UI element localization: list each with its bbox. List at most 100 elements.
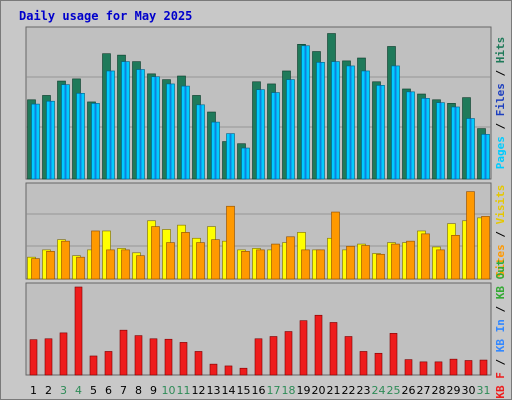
day-label: 18 <box>282 384 296 397</box>
kb-bar <box>434 361 443 376</box>
day-label: 4 <box>75 384 82 397</box>
kb-bar <box>344 336 353 376</box>
day-label: 28 <box>432 384 446 397</box>
kb-bar <box>59 332 68 376</box>
kb-bar <box>224 365 233 376</box>
kb-bar <box>464 360 473 376</box>
middle-legend-item: / <box>494 224 507 244</box>
sites-bar <box>451 235 460 280</box>
chart-title: Daily usage for May 2025 <box>19 9 193 23</box>
kb-bar <box>44 338 53 376</box>
middle-legend-item: Sites <box>494 244 507 277</box>
pages-bar <box>424 98 427 179</box>
kb-bar <box>164 338 173 376</box>
sites-bar <box>46 251 55 280</box>
day-label: 27 <box>417 384 431 397</box>
pages-bar <box>139 69 142 179</box>
top-legend-item: Pages <box>494 136 507 169</box>
pages-bar <box>484 134 487 179</box>
kb-bar <box>284 331 293 376</box>
bottom-legend-item: KB F <box>494 372 507 399</box>
top-legend-item: / <box>494 63 507 83</box>
day-label: 12 <box>192 384 206 397</box>
sites-bar <box>136 255 145 280</box>
kb-bar <box>299 320 308 376</box>
day-label: 1 <box>30 384 37 397</box>
day-label: 29 <box>447 384 461 397</box>
sites-bar <box>406 240 415 280</box>
sites-bar <box>31 258 40 280</box>
kb-bar <box>419 361 428 376</box>
pages-bar <box>439 102 442 179</box>
sites-bar <box>376 253 385 280</box>
pages-bar <box>49 101 52 179</box>
sites-bar <box>391 243 400 280</box>
pages-bar <box>184 86 187 179</box>
pages-bar <box>394 65 397 179</box>
pages-bar <box>469 118 472 179</box>
pages-bar <box>79 93 82 179</box>
day-label: 31 <box>477 384 491 397</box>
day-label: 3 <box>60 384 67 397</box>
sites-bar <box>151 226 160 280</box>
sites-bar <box>316 249 325 280</box>
kb-bar <box>104 351 113 376</box>
kb-bar <box>209 363 218 376</box>
kb-bar <box>404 359 413 376</box>
day-label: 10 <box>162 384 176 397</box>
sites-bar <box>121 249 130 280</box>
kb-bar <box>239 367 248 376</box>
day-label: 15 <box>237 384 251 397</box>
day-label: 23 <box>357 384 371 397</box>
kb-bar <box>29 339 38 376</box>
sites-bar <box>331 211 340 280</box>
top-legend-item: Files <box>494 83 507 116</box>
day-label: 20 <box>312 384 326 397</box>
kb-bar <box>194 351 203 376</box>
day-label: 17 <box>267 384 281 397</box>
pages-bar <box>154 76 157 179</box>
pages-bar <box>64 84 67 179</box>
day-label: 21 <box>327 384 341 397</box>
day-label: 5 <box>90 384 97 397</box>
sites-bar <box>346 245 355 280</box>
kb-bar <box>479 359 488 376</box>
kb-bar <box>374 352 383 376</box>
pages-bar <box>214 122 217 179</box>
kb-bar <box>329 322 338 376</box>
pages-bar <box>334 61 337 179</box>
pages-bar <box>259 89 262 179</box>
sites-bar <box>421 233 430 280</box>
sites-bar <box>226 205 235 280</box>
day-label: 9 <box>150 384 157 397</box>
sites-bar <box>106 249 115 280</box>
kb-bar <box>74 286 83 376</box>
sites-bar <box>301 249 310 280</box>
bottom-legend-item: KB In <box>494 319 507 352</box>
day-label: 14 <box>222 384 236 397</box>
day-label: 24 <box>372 384 386 397</box>
pages-bar <box>199 104 202 179</box>
top-legend-item: Hits <box>494 37 507 64</box>
sites-bar <box>196 242 205 280</box>
top-legend-item: / <box>494 116 507 136</box>
sites-bar <box>61 240 70 280</box>
day-label: 6 <box>105 384 112 397</box>
pages-bar <box>289 79 292 179</box>
sites-bar <box>436 249 445 280</box>
sites-bar <box>166 242 175 280</box>
pages-bar <box>34 104 37 179</box>
pages-bar <box>229 133 232 179</box>
kb-bar <box>254 338 263 376</box>
kb-bar <box>119 329 128 376</box>
pages-bar <box>109 70 112 179</box>
pages-bar <box>94 103 97 179</box>
bottom-legend-item: / <box>494 352 507 372</box>
pages-bar <box>349 65 352 179</box>
sites-bar <box>76 256 85 280</box>
day-label: 13 <box>207 384 221 397</box>
kb-bar <box>359 351 368 376</box>
kb-bar <box>89 355 98 376</box>
